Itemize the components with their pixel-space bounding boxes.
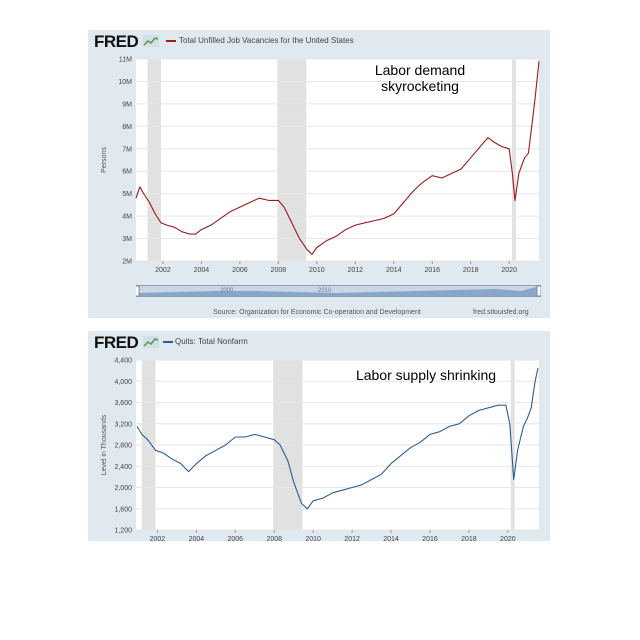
fred-graph-icon: [143, 35, 159, 47]
vacancies-plot: 2M 3M 4M 5M 6M 7M 8M 9M 10M 11M 2002 2004 2006 2008 20…: [101, 57, 540, 274]
x-tick-label: 2002: [150, 536, 166, 541]
y-axis-label: Persons: [101, 147, 108, 173]
y-tick-label: 2,800: [114, 443, 132, 450]
x-tick-label: 2012: [344, 536, 360, 541]
y-tick-label: 7M: [122, 146, 132, 153]
fred-graph-icon: [143, 336, 159, 348]
vacancies-chart-panel: FRED Total Unfilled Job Vacancies for th…: [88, 30, 550, 318]
legend-swatch: [163, 341, 173, 343]
y-tick-label: 4,000: [114, 379, 132, 386]
x-tick-label: 2002: [155, 267, 171, 274]
y-tick-label: 1,200: [114, 528, 132, 535]
navigator-label: 2010: [318, 288, 332, 294]
x-tick-label: 2008: [271, 267, 287, 274]
series-line: [136, 367, 539, 510]
recession-band: [277, 59, 307, 261]
y-tick-label: 3M: [122, 236, 132, 243]
y-tick-label: 3,600: [114, 400, 132, 407]
x-tick-label: 2006: [232, 267, 248, 274]
y-tick-label: 4M: [122, 214, 132, 221]
y-tick-label: 4,400: [114, 358, 132, 365]
fred-logo: FRED: [94, 32, 139, 51]
legend-label: Quits: Total Nonfarm: [175, 337, 248, 346]
site-link[interactable]: fred.stlouisfed.org: [473, 309, 529, 316]
x-tick-label: 2004: [194, 267, 210, 274]
y-tick-label: 10M: [118, 79, 132, 86]
annotation-line: skyrocketing: [381, 78, 459, 94]
y-tick-label: 9M: [122, 101, 132, 108]
x-tick-label: 2020: [501, 267, 517, 274]
x-tick-label: 2006: [228, 536, 244, 541]
legend-swatch: [166, 40, 176, 42]
y-tick-label: 5M: [122, 191, 132, 198]
recession-band: [147, 59, 162, 261]
x-tick-label: 2010: [309, 267, 325, 274]
x-tick-label: 2014: [386, 267, 402, 274]
annotation-line: Labor demand: [374, 62, 466, 78]
plot-area: [136, 59, 539, 261]
range-navigator[interactable]: [136, 285, 541, 297]
x-tick-label: 2018: [461, 536, 477, 541]
x-tick-label: 2008: [266, 536, 282, 541]
y-tick-label: 2M: [122, 259, 132, 266]
x-tick-label: 2016: [422, 536, 438, 541]
y-axis-label: Level in Thousands: [101, 414, 108, 475]
y-tick-label: 8M: [122, 124, 132, 131]
quits-chart-panel: FRED Quits: Total Nonfarm 1,200 1,600 2,00…: [88, 331, 550, 541]
x-tick-label: 2012: [348, 267, 364, 274]
source-note: Source: Organization for Economic Co-ope…: [213, 309, 421, 316]
x-tick-label: 2018: [463, 267, 479, 274]
y-tick-label: 6M: [122, 169, 132, 176]
y-tick-label: 2,000: [114, 485, 132, 492]
fred-logo: FRED: [94, 333, 139, 352]
y-tick-label: 1,600: [114, 506, 132, 513]
chart-annotation: Labor supply shrinking: [355, 367, 497, 383]
legend-label: Total Unfilled Job Vacancies for the Uni…: [179, 36, 354, 45]
x-tick-label: 2010: [305, 536, 321, 541]
navigator-label: 2000: [220, 288, 234, 294]
chart-annotation: Labor demand skyrocketing: [360, 62, 480, 94]
recession-band: [512, 59, 516, 261]
x-tick-label: 2020: [500, 536, 516, 541]
x-tick-label: 2016: [424, 267, 440, 274]
y-tick-label: 3,200: [114, 421, 132, 428]
x-tick-label: 2004: [189, 536, 205, 541]
y-tick-label: 11M: [119, 57, 132, 64]
x-tick-label: 2014: [383, 536, 399, 541]
quits-plot: 1,200 1,600 2,000 2,400 2,800 3,200 3,600 4,000…: [101, 358, 539, 541]
series-line: [135, 61, 540, 255]
y-tick-label: 2,400: [114, 464, 132, 471]
